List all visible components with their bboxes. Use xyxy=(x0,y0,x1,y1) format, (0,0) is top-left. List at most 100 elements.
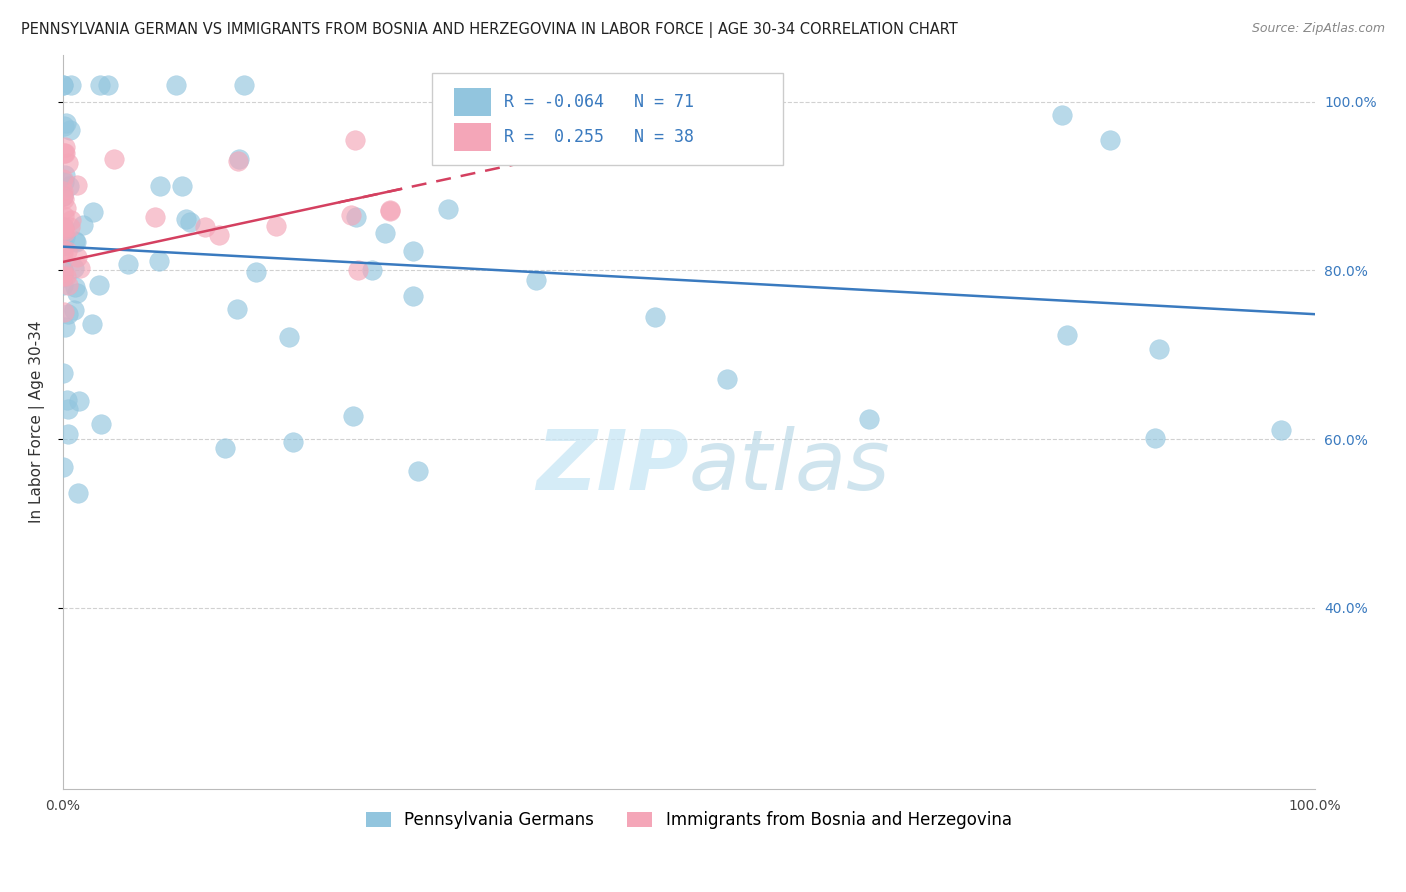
Point xyxy=(1098,133,1121,147)
Point xyxy=(179,215,201,229)
FancyBboxPatch shape xyxy=(454,88,491,116)
Point xyxy=(52,78,75,92)
Legend: Pennsylvania Germans, Immigrants from Bosnia and Herzegovina: Pennsylvania Germans, Immigrants from Bo… xyxy=(360,805,1018,836)
Point xyxy=(58,401,80,416)
Point xyxy=(53,146,76,161)
Point xyxy=(52,269,75,284)
Point xyxy=(69,261,91,276)
Point xyxy=(165,78,187,92)
Point xyxy=(82,205,104,219)
Point xyxy=(55,116,77,130)
Point xyxy=(402,289,425,303)
Point xyxy=(55,201,77,215)
Point xyxy=(52,269,75,284)
Point xyxy=(374,226,396,240)
Point xyxy=(59,220,82,235)
Point xyxy=(53,168,76,182)
Point xyxy=(360,263,382,277)
Point xyxy=(228,152,250,166)
Text: R =  0.255   N = 38: R = 0.255 N = 38 xyxy=(503,128,693,145)
Point xyxy=(343,133,366,147)
Point xyxy=(62,303,84,318)
Point xyxy=(59,213,82,227)
Point xyxy=(52,278,75,293)
Point xyxy=(143,210,166,224)
Point xyxy=(62,260,84,275)
Point xyxy=(67,485,90,500)
Point xyxy=(340,208,363,222)
Point xyxy=(402,244,425,258)
Point xyxy=(460,128,482,142)
Point xyxy=(408,465,430,479)
Point xyxy=(1149,343,1171,357)
Point xyxy=(277,330,299,344)
Point xyxy=(59,78,82,92)
Point xyxy=(63,234,86,248)
Point xyxy=(65,235,87,249)
FancyBboxPatch shape xyxy=(454,123,491,151)
Point xyxy=(1143,431,1166,445)
Point xyxy=(342,409,364,423)
Point xyxy=(194,219,217,234)
Point xyxy=(90,417,112,432)
Point xyxy=(53,140,76,154)
Point xyxy=(226,154,249,169)
Y-axis label: In Labor Force | Age 30-34: In Labor Force | Age 30-34 xyxy=(30,321,45,524)
Point xyxy=(52,189,75,203)
Point xyxy=(52,221,75,235)
Point xyxy=(52,460,75,475)
Point xyxy=(58,307,80,321)
Point xyxy=(117,256,139,270)
Point xyxy=(858,412,880,426)
Point xyxy=(716,372,738,386)
Point xyxy=(52,243,75,257)
Point xyxy=(53,320,76,334)
Point xyxy=(1270,423,1292,437)
Point xyxy=(344,210,367,224)
Point xyxy=(52,189,75,203)
Point xyxy=(53,146,76,161)
Point xyxy=(72,218,94,232)
Text: PENNSYLVANIA GERMAN VS IMMIGRANTS FROM BOSNIA AND HERZEGOVINA IN LABOR FORCE | A: PENNSYLVANIA GERMAN VS IMMIGRANTS FROM B… xyxy=(21,22,957,38)
Point xyxy=(55,268,77,283)
Point xyxy=(52,262,75,277)
Point xyxy=(245,265,267,279)
Point xyxy=(89,78,111,92)
Point xyxy=(281,435,304,450)
Point xyxy=(67,393,90,408)
Point xyxy=(378,203,401,218)
Point xyxy=(52,239,75,253)
Point xyxy=(52,192,75,206)
Point xyxy=(53,305,76,319)
Point xyxy=(52,366,75,380)
FancyBboxPatch shape xyxy=(432,73,783,165)
Point xyxy=(346,263,368,277)
Point xyxy=(1056,327,1078,342)
Point xyxy=(644,310,666,325)
Point xyxy=(52,172,75,186)
Point xyxy=(56,426,79,441)
Point xyxy=(82,317,104,331)
Point xyxy=(233,78,256,92)
Point xyxy=(66,250,89,264)
Point xyxy=(58,178,80,193)
Point xyxy=(53,223,76,237)
Point xyxy=(52,246,75,260)
Point xyxy=(524,273,547,287)
Point xyxy=(148,254,170,268)
Point xyxy=(225,301,247,316)
Point xyxy=(149,178,172,193)
Point xyxy=(52,184,75,198)
Point xyxy=(66,178,89,192)
Point xyxy=(174,211,197,226)
Point xyxy=(56,277,79,292)
Point xyxy=(437,202,460,216)
Point xyxy=(63,280,86,294)
Text: atlas: atlas xyxy=(689,425,890,507)
Text: R = -0.064   N = 71: R = -0.064 N = 71 xyxy=(503,93,693,112)
Point xyxy=(66,285,89,300)
Point xyxy=(1050,108,1073,122)
Point xyxy=(59,122,82,136)
Point xyxy=(103,152,125,166)
Text: Source: ZipAtlas.com: Source: ZipAtlas.com xyxy=(1251,22,1385,36)
